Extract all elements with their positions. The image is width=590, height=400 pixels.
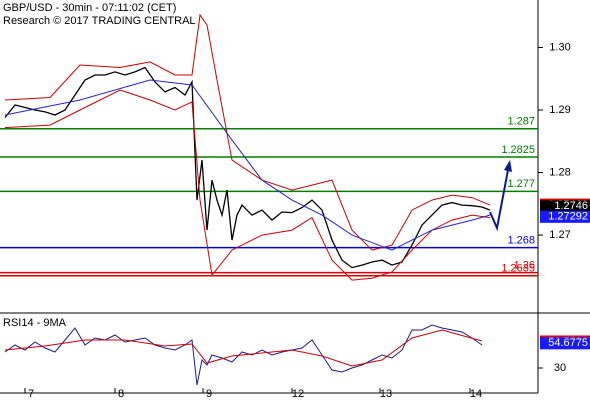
forecast-arrow [489, 169, 509, 232]
rsi-title: RSI14 - 9MA [3, 317, 67, 329]
y-tick-label: 30 [554, 362, 566, 374]
series-line [4, 89, 491, 281]
level-label: 1.2635 [501, 263, 535, 275]
x-tick-label: 8 [118, 388, 124, 400]
chart-subtitle: Research © 2017 TRADING CENTRAL [3, 15, 196, 27]
level-label: 1.2825 [501, 144, 535, 156]
y-tick-label: 1.29 [549, 104, 570, 116]
level-label: 1.287 [507, 116, 535, 128]
series-line [4, 66, 491, 269]
price-marker-label: 54.6775 [548, 337, 588, 349]
level-label: 1.26 [514, 260, 535, 272]
price-marker [540, 200, 590, 213]
level-label: 1.277 [507, 178, 535, 190]
x-tick-label: 12 [292, 388, 304, 400]
chart-title: GBP/USD - 30min - 07:11:02 (CET) [3, 2, 176, 14]
series-line [4, 329, 483, 367]
rsi-panel [4, 324, 483, 386]
series-line [4, 79, 491, 251]
y-tick-label: 1.30 [549, 41, 570, 53]
y-tick-label: 1.28 [549, 166, 570, 178]
y-tick-label: 1.27 [549, 229, 570, 241]
x-tick-label: 14 [470, 388, 482, 400]
x-tick-label: 13 [380, 388, 392, 400]
price-marker [540, 210, 590, 223]
level-label: 1.268 [507, 235, 535, 247]
arrow-head [504, 160, 512, 172]
price-marker-label: 1.27292 [548, 211, 588, 223]
x-tick-label: 9 [206, 388, 212, 400]
price-panel [0, 13, 538, 281]
overlay: 1.301.291.281.271.2871.28251.2771.2681.2… [24, 41, 590, 400]
price-marker-label: 1.2746 [554, 200, 588, 212]
series-line [4, 324, 483, 386]
price-marker [540, 337, 590, 350]
x-tick-label: 7 [28, 388, 34, 400]
